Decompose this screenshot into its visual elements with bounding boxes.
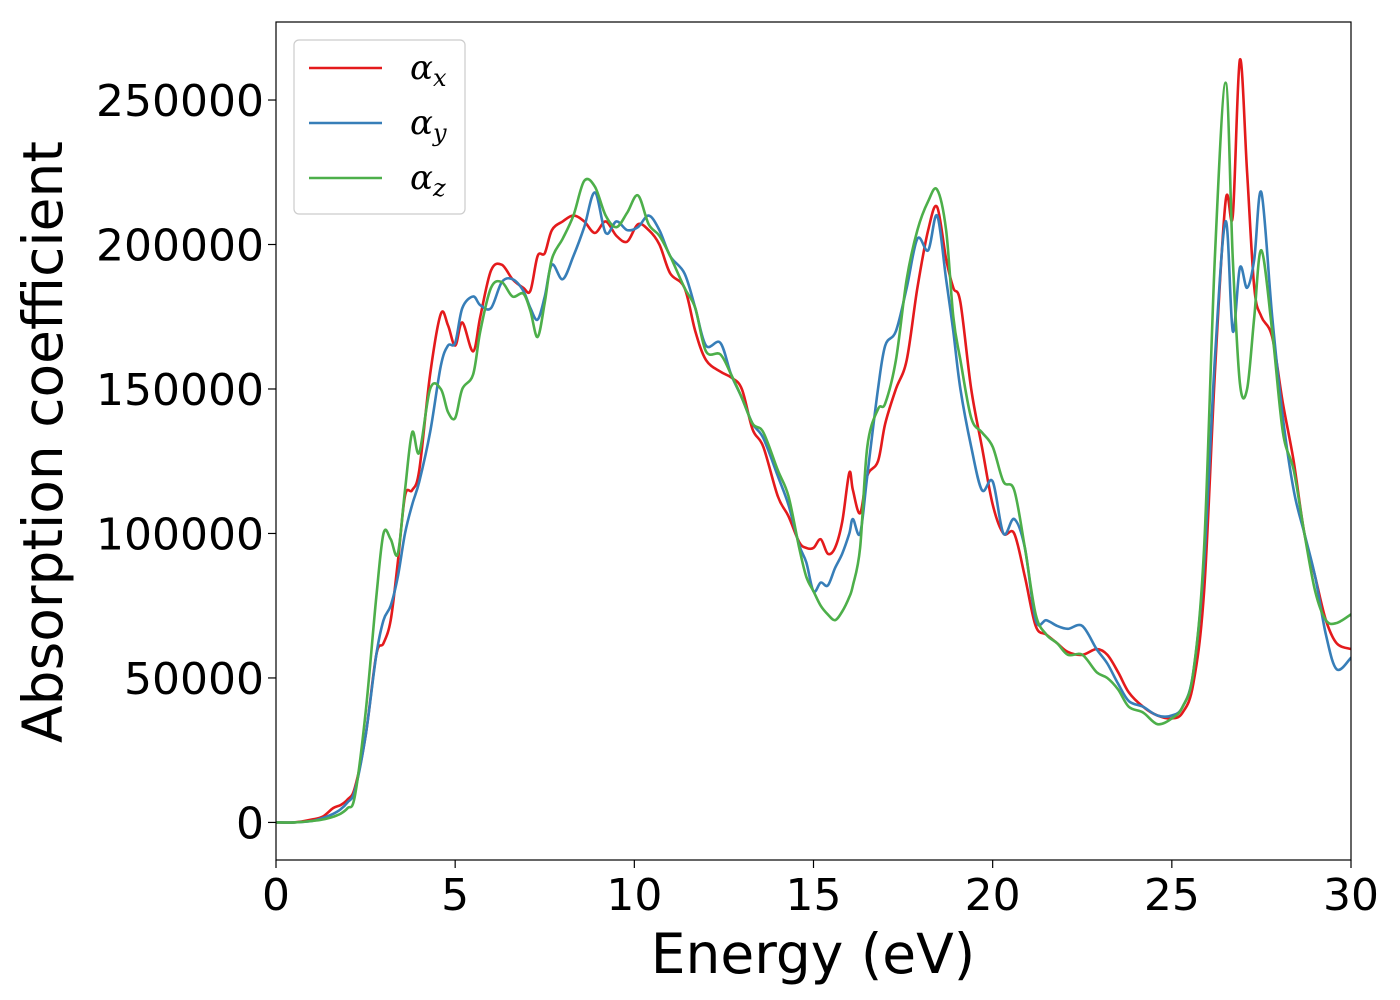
series-line-x — [276, 58, 1351, 824]
y-tick-label: 150000 — [96, 365, 264, 416]
y-tick-label: 250000 — [96, 76, 264, 127]
x-tick-label: 20 — [965, 870, 1021, 921]
x-tick-label: 0 — [262, 870, 290, 921]
legend-box — [293, 39, 466, 215]
x-tick-label: 5 — [441, 870, 469, 921]
legend-label-z: αz — [410, 158, 446, 202]
legend-label-y: αy — [410, 103, 447, 147]
x-tick-label: 10 — [606, 870, 662, 921]
y-tick-label: 200000 — [96, 221, 264, 272]
x-tick-label: 15 — [786, 870, 842, 921]
series-line-z — [276, 81, 1351, 824]
y-tick-label: 50000 — [124, 654, 264, 705]
y-tick-label: 100000 — [96, 509, 264, 560]
plot-area — [276, 58, 1351, 824]
axes: 0 5 10 15 20 25 30 0 50000 100000 150000 200000 2500… — [96, 21, 1379, 921]
y-tick-label: 0 — [236, 798, 264, 849]
legend-label-x: αx — [410, 48, 447, 92]
legend: αx αy αz — [293, 39, 466, 215]
x-tick-label: 30 — [1323, 870, 1379, 921]
x-axis-label: Energy (eV) — [651, 922, 975, 986]
y-axis-label: Absorption coefficient — [11, 141, 75, 743]
series-line-y — [276, 190, 1351, 824]
x-tick-label: 25 — [1144, 870, 1200, 921]
